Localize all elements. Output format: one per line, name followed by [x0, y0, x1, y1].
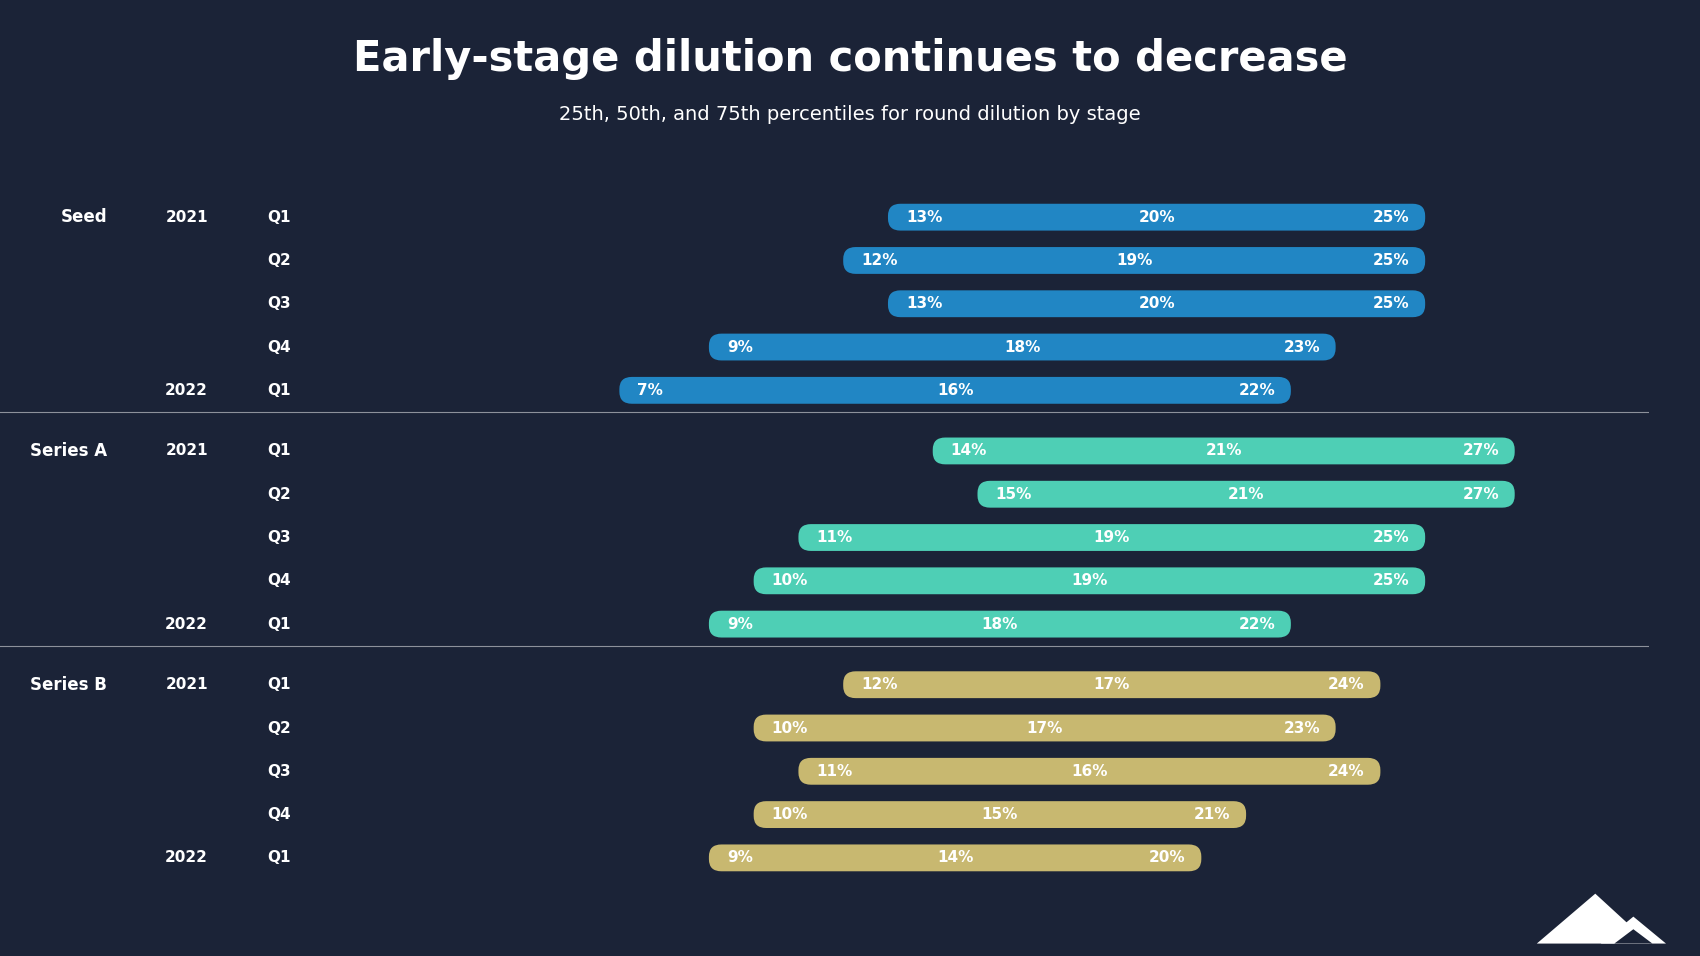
Text: 19%: 19%: [1115, 253, 1153, 268]
Text: 24%: 24%: [1328, 677, 1365, 692]
Text: Q3: Q3: [267, 296, 291, 312]
Text: 17%: 17%: [1093, 677, 1131, 692]
Text: 25%: 25%: [1374, 530, 1409, 545]
FancyBboxPatch shape: [709, 334, 1336, 360]
Text: 9%: 9%: [728, 617, 753, 632]
Text: Q4: Q4: [267, 807, 291, 822]
Polygon shape: [1537, 894, 1649, 944]
Text: 13%: 13%: [906, 209, 942, 225]
Text: Q3: Q3: [267, 764, 291, 779]
Text: Q2: Q2: [267, 721, 291, 735]
FancyBboxPatch shape: [799, 758, 1380, 785]
Text: 2021: 2021: [165, 209, 207, 225]
Text: 25%: 25%: [1374, 209, 1409, 225]
Text: 11%: 11%: [816, 530, 853, 545]
Text: 25%: 25%: [1374, 296, 1409, 312]
FancyBboxPatch shape: [753, 714, 1336, 742]
Text: 25th, 50th, and 75th percentiles for round dilution by stage: 25th, 50th, and 75th percentiles for rou…: [559, 105, 1141, 124]
Text: Early-stage dilution continues to decrease: Early-stage dilution continues to decrea…: [352, 38, 1348, 80]
FancyBboxPatch shape: [753, 568, 1425, 595]
Text: Q1: Q1: [267, 851, 291, 865]
Text: 12%: 12%: [862, 253, 898, 268]
FancyBboxPatch shape: [709, 844, 1202, 871]
Text: 23%: 23%: [1284, 339, 1319, 355]
Text: 27%: 27%: [1462, 487, 1499, 502]
Text: 2022: 2022: [165, 851, 207, 865]
FancyBboxPatch shape: [799, 524, 1425, 551]
Text: Q4: Q4: [267, 339, 291, 355]
Text: 18%: 18%: [981, 617, 1018, 632]
Text: Q2: Q2: [267, 487, 291, 502]
Text: 13%: 13%: [906, 296, 942, 312]
Text: 15%: 15%: [996, 487, 1032, 502]
Text: 18%: 18%: [1005, 339, 1040, 355]
Text: 12%: 12%: [862, 677, 898, 692]
FancyBboxPatch shape: [709, 611, 1290, 638]
Text: 21%: 21%: [1227, 487, 1265, 502]
Text: 2021: 2021: [165, 677, 207, 692]
Text: 20%: 20%: [1139, 296, 1175, 312]
Text: 2021: 2021: [165, 444, 207, 459]
Text: 14%: 14%: [950, 444, 988, 459]
Text: 7%: 7%: [638, 382, 663, 398]
FancyBboxPatch shape: [977, 481, 1515, 508]
Text: Q4: Q4: [267, 574, 291, 588]
Text: 19%: 19%: [1093, 530, 1131, 545]
Text: 10%: 10%: [772, 574, 808, 588]
Text: Q3: Q3: [267, 530, 291, 545]
Text: 2022: 2022: [165, 382, 207, 398]
Text: Q1: Q1: [267, 209, 291, 225]
FancyBboxPatch shape: [843, 247, 1425, 273]
Text: 19%: 19%: [1071, 574, 1108, 588]
Text: 16%: 16%: [937, 382, 974, 398]
Text: Series A: Series A: [31, 442, 107, 460]
Text: 17%: 17%: [1027, 721, 1062, 735]
Text: Q1: Q1: [267, 677, 291, 692]
Polygon shape: [1601, 917, 1666, 944]
Text: Q1: Q1: [267, 617, 291, 632]
Text: 21%: 21%: [1193, 807, 1231, 822]
Text: 20%: 20%: [1139, 209, 1175, 225]
Text: 22%: 22%: [1238, 617, 1275, 632]
Text: 16%: 16%: [1071, 764, 1108, 779]
Text: 14%: 14%: [937, 851, 974, 865]
Text: 27%: 27%: [1462, 444, 1499, 459]
Text: 23%: 23%: [1284, 721, 1319, 735]
FancyBboxPatch shape: [619, 377, 1290, 403]
Text: 9%: 9%: [728, 339, 753, 355]
FancyBboxPatch shape: [887, 204, 1425, 230]
Text: Q2: Q2: [267, 253, 291, 268]
Text: 10%: 10%: [772, 807, 808, 822]
Text: 20%: 20%: [1149, 851, 1185, 865]
FancyBboxPatch shape: [933, 438, 1515, 465]
Text: 22%: 22%: [1238, 382, 1275, 398]
Text: 25%: 25%: [1374, 574, 1409, 588]
Text: 15%: 15%: [981, 807, 1018, 822]
Text: Q1: Q1: [267, 382, 291, 398]
Polygon shape: [1615, 929, 1652, 944]
Text: Seed: Seed: [61, 208, 107, 227]
Text: 9%: 9%: [728, 851, 753, 865]
Text: 11%: 11%: [816, 764, 853, 779]
Text: 24%: 24%: [1328, 764, 1365, 779]
FancyBboxPatch shape: [843, 671, 1380, 698]
FancyBboxPatch shape: [887, 291, 1425, 317]
Text: Q1: Q1: [267, 444, 291, 459]
FancyBboxPatch shape: [753, 801, 1246, 828]
Text: 25%: 25%: [1374, 253, 1409, 268]
Text: 21%: 21%: [1205, 444, 1243, 459]
Text: 10%: 10%: [772, 721, 808, 735]
Text: 2022: 2022: [165, 617, 207, 632]
Text: Series B: Series B: [31, 676, 107, 694]
